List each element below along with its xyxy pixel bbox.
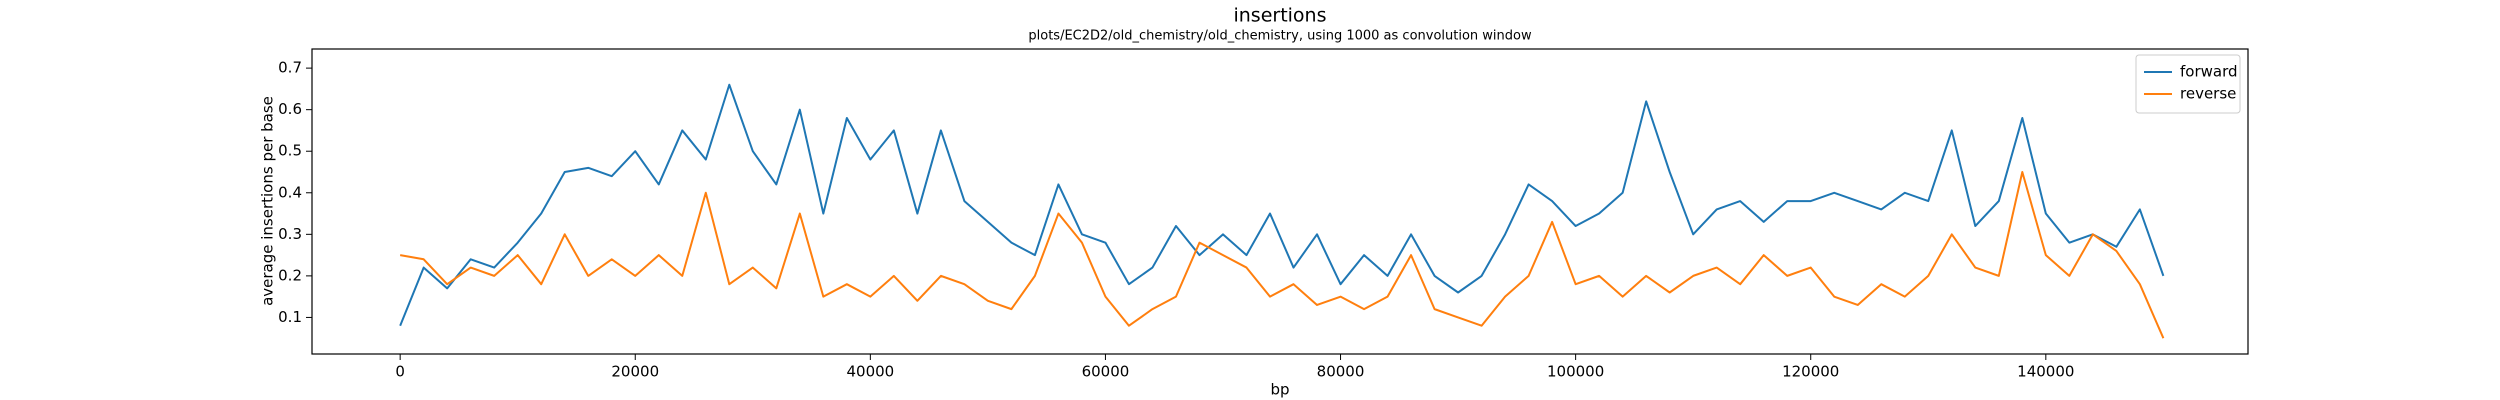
x-tick-label: 80000: [1317, 363, 1365, 381]
y-tick-label: 0.1: [278, 308, 302, 326]
plot-frame: [311, 48, 2249, 355]
data-line: [399, 83, 2165, 327]
x-tick-label: 100000: [1547, 363, 1604, 381]
y-tick-label: 0.6: [278, 100, 302, 118]
y-tick-label: 0.5: [278, 142, 302, 160]
y-tick-label: 0.4: [278, 183, 302, 201]
y-tick-label: 0.2: [278, 266, 302, 284]
x-tick-label: 60000: [1082, 363, 1130, 381]
x-tick-label: 40000: [846, 363, 894, 381]
chart-title: insertions: [1233, 5, 1326, 27]
chart-subtitle: plots/EC2D2/old_chemistry/old_chemistry,…: [1028, 29, 1532, 44]
x-tick-label: 0: [395, 363, 405, 381]
x-tick-label: 120000: [1782, 363, 1839, 381]
y-axis-label: average insertions per base: [259, 96, 277, 306]
x-axis-label: bp: [1270, 381, 1289, 399]
x-tick-label: 140000: [2017, 363, 2074, 381]
legend-label: forward: [2180, 63, 2238, 81]
data-line: [399, 171, 2165, 339]
y-tick-label: 0.7: [278, 59, 302, 77]
legend-box: [2135, 54, 2241, 114]
legend-label: reverse: [2180, 85, 2236, 103]
y-tick-label: 0.3: [278, 225, 302, 243]
x-tick-label: 20000: [611, 363, 659, 381]
